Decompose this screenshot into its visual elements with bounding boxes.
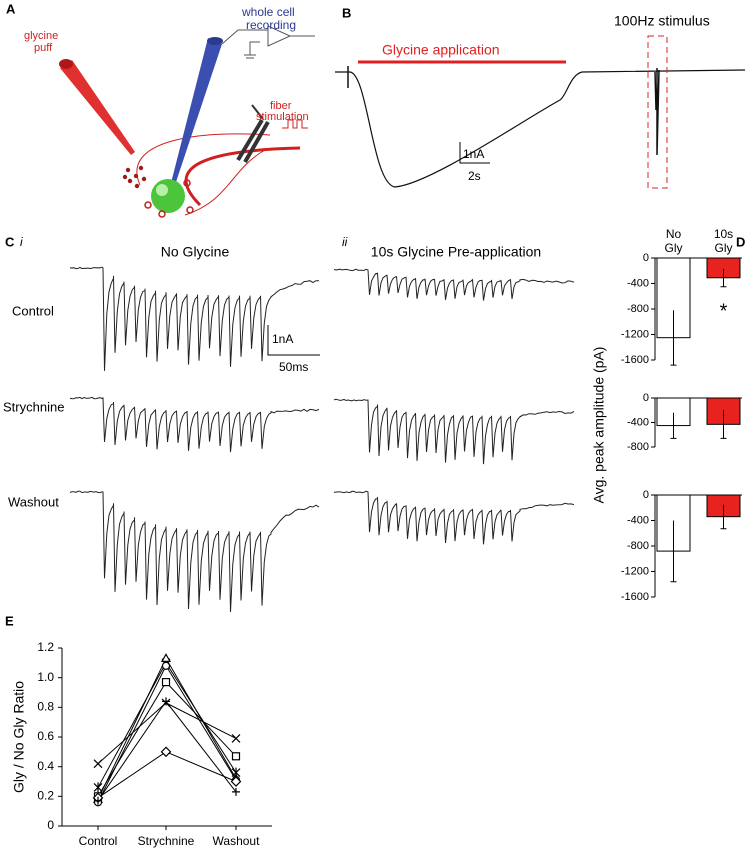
row-label: Washout (8, 494, 59, 509)
error-bar (670, 412, 677, 439)
row-label: Control (12, 303, 54, 318)
sub-label: i (20, 235, 23, 249)
marker (230, 776, 242, 787)
axes (61, 648, 272, 827)
y-tick-label: -800 (627, 303, 649, 315)
y-tick-label: -1600 (621, 354, 649, 366)
trace (69, 490, 320, 613)
trace (347, 66, 660, 156)
marker (93, 759, 103, 769)
scale-label: 2s (468, 169, 481, 183)
y-tick-label: -1600 (621, 591, 649, 603)
y-tick-label: 0.8 (37, 700, 54, 714)
y-tick-label: 0 (643, 252, 649, 264)
annotation: glycine (24, 30, 58, 42)
panel-label: C (5, 234, 15, 249)
error-bar (670, 520, 677, 583)
scale-bar (267, 325, 320, 356)
scale-label: 1nA (272, 332, 293, 346)
error-bar (670, 310, 677, 366)
trace (69, 266, 319, 371)
line (97, 751, 237, 799)
error-bar (720, 268, 727, 288)
column-title: 10s Glycine Pre-application (371, 244, 541, 260)
marker (160, 653, 172, 662)
annotation: Glycine application (382, 42, 500, 58)
highlight-box (647, 35, 668, 189)
marker (160, 746, 172, 758)
annotation: recording (246, 18, 296, 32)
x-tick-label: Strychnine (138, 834, 195, 848)
trace (333, 490, 575, 545)
trace (69, 396, 320, 453)
y-tick-label: -400 (627, 416, 649, 428)
y-tick-label: 0 (643, 489, 649, 501)
trace (335, 69, 746, 188)
marker (161, 678, 171, 687)
annotation: 100Hz stimulus (614, 13, 710, 29)
marker (162, 697, 170, 706)
x-tick-label: Washout (213, 834, 261, 848)
marker (231, 752, 241, 761)
annotation: stimulation (256, 111, 309, 123)
marker (93, 782, 103, 793)
y-tick-label: -800 (627, 441, 649, 453)
marker (231, 734, 241, 743)
marker (161, 661, 171, 670)
scale-label: 50ms (279, 360, 308, 374)
y-axis-label: Avg. peak amplitude (pA) (591, 347, 607, 504)
panel-label: E (5, 613, 14, 628)
y-tick-label: -800 (627, 540, 649, 552)
y-tick-label: -400 (627, 514, 649, 526)
y-tick-label: -1200 (621, 328, 649, 340)
error-bar (720, 504, 727, 530)
category-label: 10s Gly (713, 227, 734, 255)
row-label: Strychnine (3, 399, 64, 414)
annotation: * (720, 300, 728, 322)
trace (333, 268, 575, 301)
y-tick-label: 0.6 (37, 729, 54, 743)
sub-label: ii (342, 235, 348, 249)
panel-label: B (342, 5, 351, 20)
panel-label: A (6, 1, 16, 16)
schematic (59, 25, 315, 218)
error-bar (720, 410, 727, 439)
x-tick-label: Control (79, 834, 118, 848)
y-tick-label: 0.2 (37, 789, 54, 803)
scale-label: 1nA (463, 147, 484, 161)
y-tick-label: 1.2 (37, 640, 54, 654)
annotation: puff (34, 42, 53, 54)
column-title: No Glycine (161, 244, 230, 260)
annotation: whole cell (241, 5, 295, 19)
y-tick-label: -400 (627, 277, 649, 289)
y-tick-label: 1.0 (37, 670, 54, 684)
y-tick-label: -1200 (621, 565, 649, 577)
y-axis-label: Gly / No Gly Ratio (11, 681, 27, 793)
panel-label: D (736, 234, 745, 249)
category-label: No Gly (664, 227, 683, 255)
y-tick-label: 0.4 (37, 759, 54, 773)
trace (333, 398, 575, 465)
marker (232, 787, 240, 796)
scale-bar (459, 142, 490, 164)
marker (94, 796, 102, 805)
y-tick-label: 0 (643, 392, 649, 404)
annotation: fiber (270, 100, 292, 112)
y-tick-label: 0 (47, 818, 54, 832)
